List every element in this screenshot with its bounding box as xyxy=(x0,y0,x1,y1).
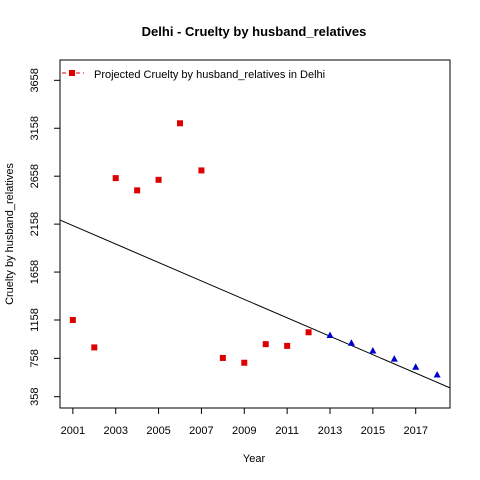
y-axis-title: Cruelty by husband_relatives xyxy=(4,163,16,305)
x-tick-label: 2009 xyxy=(232,425,256,437)
x-tick-label: 2011 xyxy=(275,425,299,437)
projected-point xyxy=(326,331,334,338)
projected-point xyxy=(412,363,420,370)
observed-point xyxy=(198,167,205,174)
observed-point xyxy=(219,354,226,361)
observed-point xyxy=(134,187,141,194)
y-tick-label: 2658 xyxy=(29,164,41,188)
y-tick-label: 3658 xyxy=(29,68,41,92)
observed-point xyxy=(305,329,312,336)
x-tick-label: 2005 xyxy=(146,425,170,437)
y-tick-label: 1158 xyxy=(29,308,41,332)
observed-point xyxy=(177,120,183,127)
trend-line xyxy=(59,219,451,389)
legend: Projected Cruelty by husband_relatives i… xyxy=(62,69,325,81)
x-tick-label: 2015 xyxy=(361,425,385,437)
y-tick-label: 3158 xyxy=(29,116,41,140)
projected-point xyxy=(347,339,355,346)
y-tick-label: 758 xyxy=(29,349,41,367)
observed-point xyxy=(112,175,119,182)
y-axis: 358 758 1158 1658 2158 2658 3158 3658 xyxy=(29,68,60,406)
plot-area-frame xyxy=(59,59,451,409)
legend-label: Projected Cruelty by husband_relatives i… xyxy=(94,69,325,81)
x-axis: 2001 2003 2005 2007 2009 2011 2013 2015 2017 xyxy=(61,408,428,437)
y-tick-label: 2158 xyxy=(29,212,41,236)
data-points xyxy=(69,120,441,378)
observed-point xyxy=(155,176,162,183)
x-tick-label: 2007 xyxy=(189,425,213,437)
x-tick-label: 2003 xyxy=(103,425,127,437)
projected-point xyxy=(433,370,441,378)
x-tick-label: 2017 xyxy=(403,425,427,437)
observed-point xyxy=(69,316,76,323)
x-axis-title: Year xyxy=(243,453,266,465)
chart-title: Delhi - Cruelty by husband_relatives xyxy=(142,24,367,39)
observed-point xyxy=(262,341,269,348)
projected-point xyxy=(390,355,398,362)
projected-point xyxy=(369,346,377,354)
observed-point xyxy=(241,359,248,366)
x-tick-label: 2013 xyxy=(318,425,342,437)
observed-point xyxy=(91,344,98,351)
y-tick-label: 358 xyxy=(29,388,41,406)
x-tick-label: 2001 xyxy=(61,425,85,437)
y-tick-label: 1658 xyxy=(29,260,41,284)
observed-point xyxy=(284,342,291,349)
legend-swatch-marker xyxy=(69,70,75,76)
